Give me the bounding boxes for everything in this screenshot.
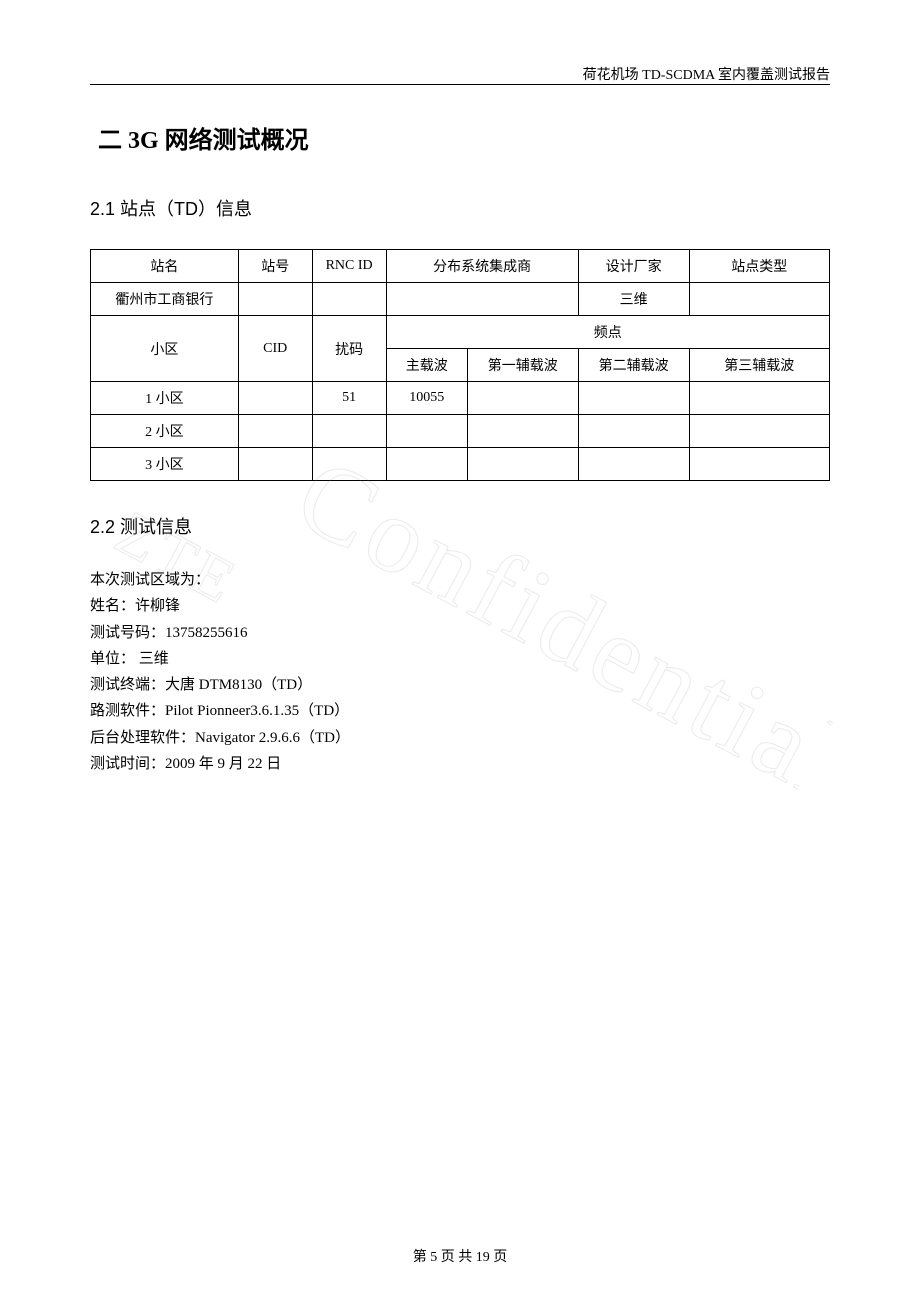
td-cid: [238, 448, 312, 481]
page-footer: 第 5 页 共 19 页: [0, 1246, 920, 1266]
td-station-type: [689, 283, 829, 316]
td-a2: [578, 415, 689, 448]
th-station-type: 站点类型: [689, 250, 829, 283]
th-station-name: 站名: [91, 250, 239, 283]
th-aux3: 第三辅载波: [689, 349, 829, 382]
table-row: 2 小区: [91, 415, 830, 448]
test-info-block: 本次测试区域为： 姓名：许柳锋 测试号码：13758255616 单位： 三维 …: [90, 567, 830, 777]
td-cid: [238, 415, 312, 448]
td-main: [386, 415, 467, 448]
table-row: 衢州市工商银行 三维: [91, 283, 830, 316]
info-line: 测试号码：13758255616: [90, 620, 830, 646]
td-a3: [689, 415, 829, 448]
subsection-2-1-title: 2.1 站点（TD）信息: [90, 195, 830, 221]
table-row: 1 小区 51 10055: [91, 382, 830, 415]
info-line: 单位： 三维: [90, 646, 830, 672]
info-line: 后台处理软件：Navigator 2.9.6.6（TD）: [90, 725, 830, 751]
info-line: 姓名：许柳锋: [90, 593, 830, 619]
header-rule: [90, 84, 830, 85]
td-a3: [689, 382, 829, 415]
running-header: 荷花机场 TD-SCDMA 室内覆盖测试报告: [583, 64, 830, 84]
td-a2: [578, 382, 689, 415]
td-cell: 2 小区: [91, 415, 239, 448]
content: 二 3G 网络测试概况 2.1 站点（TD）信息 站名 站号 RNC ID 分布…: [90, 120, 830, 777]
td-a1: [467, 448, 578, 481]
td-a3: [689, 448, 829, 481]
info-line: 路测软件：Pilot Pionneer3.6.1.35（TD）: [90, 698, 830, 724]
td-main: 10055: [386, 382, 467, 415]
td-designer: 三维: [578, 283, 689, 316]
th-aux2: 第二辅载波: [578, 349, 689, 382]
td-scramble: 51: [312, 382, 386, 415]
info-line: 测试终端：大唐 DTM8130（TD）: [90, 672, 830, 698]
th-cid: CID: [238, 316, 312, 382]
section-title: 二 3G 网络测试概况: [98, 120, 830, 155]
td-scramble: [312, 415, 386, 448]
td-a1: [467, 382, 578, 415]
th-designer: 设计厂家: [578, 250, 689, 283]
td-rnc-id: [312, 283, 386, 316]
td-cell: 1 小区: [91, 382, 239, 415]
td-integrator: [386, 283, 578, 316]
td-main: [386, 448, 467, 481]
td-cell: 3 小区: [91, 448, 239, 481]
th-scramble: 扰码: [312, 316, 386, 382]
th-main-carrier: 主载波: [386, 349, 467, 382]
info-line: 测试时间：2009 年 9 月 22 日: [90, 751, 830, 777]
th-rnc-id: RNC ID: [312, 250, 386, 283]
th-station-no: 站号: [238, 250, 312, 283]
station-info-table: 站名 站号 RNC ID 分布系统集成商 设计厂家 站点类型 衢州市工商银行 三…: [90, 249, 830, 481]
td-a1: [467, 415, 578, 448]
table-row: 3 小区: [91, 448, 830, 481]
th-cell: 小区: [91, 316, 239, 382]
th-integrator: 分布系统集成商: [386, 250, 578, 283]
info-line: 本次测试区域为：: [90, 567, 830, 593]
th-aux1: 第一辅载波: [467, 349, 578, 382]
td-scramble: [312, 448, 386, 481]
th-freq: 频点: [386, 316, 829, 349]
td-cid: [238, 382, 312, 415]
table-row: 小区 CID 扰码 频点: [91, 316, 830, 349]
td-a2: [578, 448, 689, 481]
td-station-no: [238, 283, 312, 316]
td-station-name: 衢州市工商银行: [91, 283, 239, 316]
page: 荷花机场 TD-SCDMA 室内覆盖测试报告 ZTE Confidential …: [0, 0, 920, 1302]
subsection-2-2-title: 2.2 测试信息: [90, 513, 830, 539]
table-row: 站名 站号 RNC ID 分布系统集成商 设计厂家 站点类型: [91, 250, 830, 283]
